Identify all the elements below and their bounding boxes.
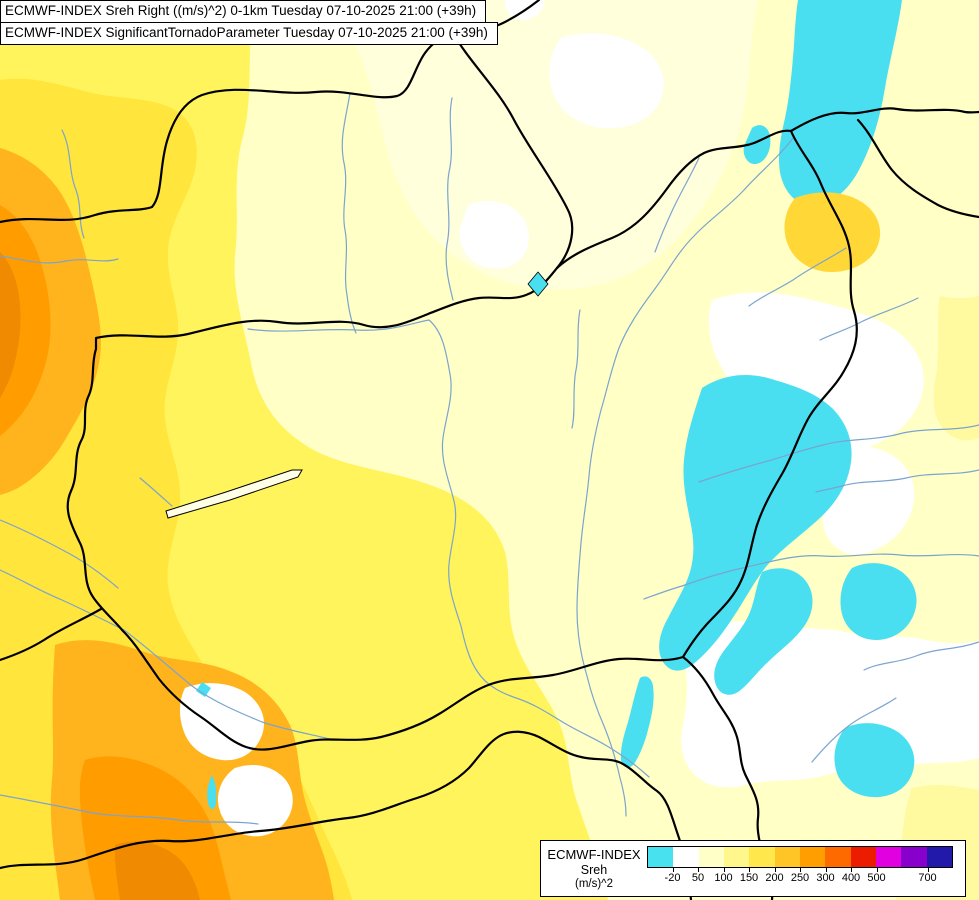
colorbar-tick-label: 100 bbox=[714, 872, 733, 884]
border-bosnia-sava bbox=[0, 730, 693, 900]
colorbar-segment bbox=[901, 847, 927, 867]
river-zagyva bbox=[571, 309, 581, 429]
colorbar-tick-label: 50 bbox=[691, 872, 705, 884]
border-hungary bbox=[66, 129, 858, 751]
contour-region-cyan-east-arm bbox=[714, 568, 813, 695]
river-ne-2 bbox=[819, 297, 919, 341]
river-se-1 bbox=[863, 641, 979, 671]
lakes bbox=[165, 271, 549, 519]
colorbar-segment bbox=[673, 847, 699, 867]
river-drava bbox=[0, 569, 335, 741]
border-slovakia-east bbox=[451, 31, 574, 270]
contour-region-cyan-small-ne bbox=[743, 125, 771, 165]
legend-tick-labels: -20 50 100 150 200 250 300 400 500 700 bbox=[647, 868, 953, 886]
legend-parameter: Sreh bbox=[580, 863, 608, 877]
legend-box: ECMWF-INDEX Sreh (m/s)^2 -20 50 100 150 200 2… bbox=[540, 840, 966, 897]
colorbar-segment bbox=[850, 847, 876, 867]
contour-region-cyan-dot-sw2 bbox=[207, 775, 217, 809]
river-se-2 bbox=[811, 697, 897, 763]
river-maros bbox=[643, 553, 979, 600]
colorbar-tick-label: 700 bbox=[918, 872, 937, 884]
river-vah bbox=[341, 92, 357, 334]
colorbar-tick-mark bbox=[927, 868, 929, 872]
contour-region-gold-northeast bbox=[784, 192, 881, 272]
map-title-bar: ECMWF-INDEX Sreh Right ((m/s)^2) 0-1km T… bbox=[0, 0, 498, 45]
border-slovenia bbox=[0, 607, 103, 662]
colorbar-tick-mark bbox=[825, 868, 827, 872]
contour-region-cyan-east-swath bbox=[659, 375, 852, 671]
rivers bbox=[0, 92, 979, 825]
contour-region-white-southwest-2 bbox=[217, 764, 293, 837]
colorbar-segment bbox=[723, 847, 750, 867]
colorbar-segment bbox=[926, 847, 952, 867]
colorbar-segment bbox=[875, 847, 902, 867]
colorbar-segment bbox=[648, 847, 674, 867]
river-nw-1 bbox=[0, 255, 119, 264]
colorbar-tick-label: -20 bbox=[664, 872, 681, 884]
title-line-1: ECMWF-INDEX Sreh Right ((m/s)^2) 0-1km T… bbox=[0, 0, 487, 23]
colorbar-tick-mark bbox=[749, 868, 750, 872]
legend-text-column: ECMWF-INDEX Sreh (m/s)^2 bbox=[541, 841, 647, 896]
contour-region-white-north-2 bbox=[459, 200, 529, 269]
contour-region-dark-orange-southwest bbox=[114, 841, 200, 900]
colorbar-tick-mark bbox=[876, 868, 878, 872]
colorbar-tick-label: 200 bbox=[765, 872, 784, 884]
river-hron bbox=[445, 97, 454, 301]
contour-region-dark-orange-west bbox=[0, 252, 21, 398]
colorbar-tick-mark bbox=[723, 868, 725, 872]
river-nw-2 bbox=[61, 129, 85, 239]
contour-region-pale-east-edge bbox=[933, 296, 979, 441]
contour-region-cyan-east-patch bbox=[840, 563, 917, 640]
border-ukraine-romania bbox=[856, 118, 979, 219]
river-ne-1 bbox=[748, 247, 847, 307]
river-danube bbox=[247, 319, 650, 778]
river-sava bbox=[0, 794, 259, 825]
colorbar-tick-label: 150 bbox=[739, 872, 759, 884]
legend-colorbar-area: -20 50 100 150 200 250 300 400 500 700 bbox=[647, 841, 965, 896]
river-mura bbox=[0, 519, 119, 589]
colorbar-tick-label: 500 bbox=[867, 872, 886, 884]
colorbar-segment bbox=[799, 847, 826, 867]
legend-title: ECMWF-INDEX bbox=[547, 847, 641, 862]
legend-colorbar bbox=[647, 846, 953, 868]
colorbar-tick-label: 300 bbox=[816, 872, 835, 884]
contour-region-cyan-sliver-south bbox=[620, 676, 654, 768]
river-koros-branch bbox=[815, 469, 979, 493]
colorbar-tick-mark bbox=[851, 868, 852, 872]
river-zala bbox=[139, 477, 173, 507]
border-ukraine-north bbox=[789, 107, 979, 133]
contour-region-cyan-dot-sw1 bbox=[196, 682, 211, 697]
colorbar-segment bbox=[825, 847, 851, 867]
colorbar-tick-label: 250 bbox=[790, 872, 810, 884]
contour-region-white-east-lower bbox=[681, 621, 979, 788]
contour-region-cyan-southeast bbox=[834, 723, 915, 798]
colorbar-tick-mark bbox=[774, 868, 776, 872]
contour-region-white-southwest-1 bbox=[179, 683, 265, 761]
contour-region-white-north-1 bbox=[549, 33, 664, 129]
colorbar-segment bbox=[749, 847, 775, 867]
colorbar-tick-mark bbox=[800, 868, 801, 872]
lake-reservoir-diamond bbox=[527, 271, 549, 297]
river-koros bbox=[698, 424, 979, 483]
colorbar-segment bbox=[698, 847, 724, 867]
colorbar-segment bbox=[774, 847, 800, 867]
title-line-2: ECMWF-INDEX SignificantTornadoParameter … bbox=[0, 22, 498, 45]
legend-units: (m/s)^2 bbox=[575, 878, 613, 890]
contour-region-cyan-northeast bbox=[778, 0, 902, 206]
lake-balaton bbox=[165, 469, 303, 519]
river-bodrog bbox=[654, 157, 700, 253]
colorbar-tick-mark bbox=[698, 868, 699, 872]
colorbar-tick-mark bbox=[672, 868, 674, 872]
river-tisza bbox=[576, 137, 794, 817]
colorbar-tick-label: 400 bbox=[841, 872, 861, 884]
